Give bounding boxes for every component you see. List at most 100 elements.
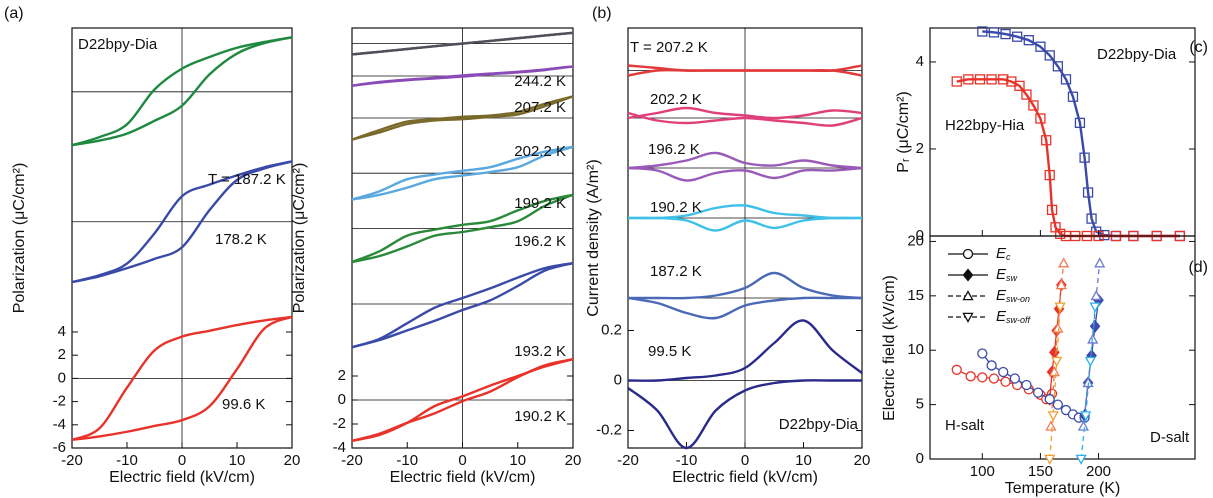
marker	[1082, 187, 1094, 198]
x-axis-label: Electric field (kV/cm)	[390, 469, 536, 486]
legend-label: Esw	[996, 266, 1018, 283]
marker	[1090, 289, 1102, 301]
marker	[974, 74, 986, 85]
legend-subscript: sw-on	[1006, 294, 1030, 304]
marker	[1000, 376, 1011, 387]
plot-frame	[929, 235, 1196, 460]
marker	[998, 366, 1009, 378]
y-tick-label: -0.2	[596, 421, 622, 438]
y-axis-label: Pᵣ (μC/cm²)	[895, 91, 912, 172]
marker	[1035, 41, 1046, 52]
x-axis-label: Electric field (kV/cm)	[109, 469, 255, 486]
y-tick-label: 4	[916, 53, 924, 70]
data-line	[351, 193, 574, 264]
data-line	[71, 160, 293, 284]
data-line	[351, 65, 574, 87]
x-tick-label: -10	[116, 452, 138, 469]
x-tick-label: 0	[458, 452, 466, 469]
marker	[1058, 257, 1070, 268]
data-line	[351, 193, 574, 264]
data-line	[351, 31, 574, 56]
y-tick-label: -2	[53, 393, 66, 410]
marker	[965, 371, 976, 382]
data-line	[627, 296, 862, 320]
series-label: 187.2 K	[650, 263, 702, 280]
marker	[1045, 420, 1057, 431]
annotation: D22bpy-Dia	[779, 416, 859, 433]
series-label: 202.2 K	[514, 143, 566, 160]
marker	[1060, 74, 1072, 85]
y-tick-label: -4	[333, 439, 346, 456]
series-label: 199.2 K	[514, 195, 566, 212]
y-tick-label: 10	[907, 341, 924, 358]
marker	[1067, 91, 1079, 102]
marker	[1084, 356, 1096, 367]
marker	[1046, 204, 1058, 216]
marker	[962, 268, 974, 282]
series-label: D22bpy-Dia	[1097, 46, 1177, 63]
data-line	[71, 160, 293, 284]
marker	[986, 360, 997, 371]
series-label: 190.2 K	[650, 199, 702, 216]
marker	[1014, 80, 1025, 92]
y-axis-label: Electric field (kV/cm)	[881, 275, 898, 421]
series-label: 99.6 K	[222, 396, 265, 413]
y-tick-label: -4	[53, 416, 66, 433]
y-tick-label: 2	[58, 346, 66, 363]
marker	[998, 74, 1009, 85]
legend-subscript: sw	[1006, 273, 1018, 283]
series-label: 190.2 K	[514, 408, 566, 425]
marker	[977, 372, 988, 383]
x-tick-label: -10	[676, 452, 698, 469]
marker	[1044, 394, 1055, 405]
series-label: H22bpy-Hia	[945, 117, 1025, 134]
data-line	[627, 379, 862, 450]
series-label: T = 187.2 K	[208, 171, 286, 188]
x-tick-label: 20	[854, 452, 871, 469]
marker	[951, 364, 962, 375]
marker	[1074, 117, 1086, 129]
marker	[1044, 454, 1056, 465]
data-line	[351, 95, 574, 141]
series-label: 196.2 K	[648, 141, 700, 158]
marker	[1075, 454, 1087, 465]
series-label: 196.2 K	[514, 233, 566, 250]
y-tick-label: 4	[58, 323, 66, 340]
marker	[962, 248, 974, 260]
data-line	[627, 216, 863, 232]
x-tick-label: -20	[341, 452, 363, 469]
data-line	[71, 315, 293, 442]
marker	[1089, 302, 1101, 313]
annotation: H-salt	[945, 417, 985, 434]
x-tick-label: 20	[284, 452, 301, 469]
series-label: 178.2 K	[215, 231, 267, 248]
marker	[986, 74, 997, 85]
x-tick-label: -20	[61, 452, 83, 469]
data-line	[1049, 284, 1062, 400]
legend-label: Esw-on	[996, 287, 1030, 304]
data-line	[351, 95, 574, 141]
marker	[1052, 399, 1064, 410]
marker	[1055, 279, 1067, 290]
x-tick-label: -20	[617, 452, 639, 469]
marker	[1089, 319, 1101, 333]
marker	[962, 290, 974, 301]
marker	[1044, 169, 1055, 181]
marker	[1021, 379, 1032, 391]
y-tick-label: 20	[907, 232, 924, 249]
data-line	[1049, 306, 1061, 460]
x-tick-label: 200	[1086, 463, 1111, 480]
marker	[1012, 31, 1023, 42]
marker	[1035, 113, 1046, 124]
x-tick-label: 10	[795, 452, 812, 469]
x-tick-label: 0	[178, 452, 186, 469]
marker	[1009, 373, 1020, 384]
data-line	[351, 145, 574, 201]
x-tick-label: -10	[396, 452, 418, 469]
y-axis-label: Polarization (μC/cm²)	[291, 163, 308, 314]
data-line	[627, 111, 863, 127]
data-line	[351, 145, 574, 201]
marker	[1048, 366, 1060, 377]
data-line	[351, 262, 574, 349]
